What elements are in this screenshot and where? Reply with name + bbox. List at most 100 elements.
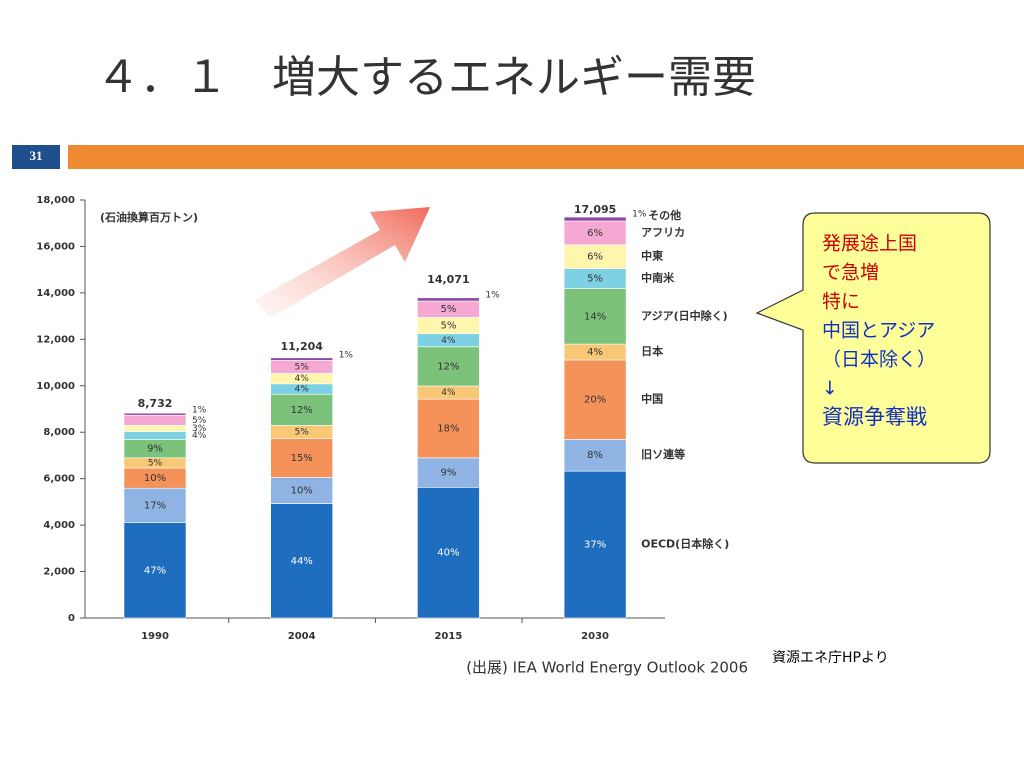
legend-label: 中東 [641,249,664,263]
total-label: 8,732 [138,397,173,410]
value-label: 5% [295,427,310,437]
y-tick-label: 8,000 [43,427,75,438]
legend-label: その他 [648,208,681,222]
value-label: 37% [584,540,606,551]
value-label: 5% [440,304,456,315]
bar-segment [417,486,480,619]
value-label: 8% [587,450,603,461]
callout-box [755,212,991,464]
value-label: 47% [144,565,166,576]
legend-label: 中国 [641,392,663,406]
value-label: 1% [339,350,354,360]
y-tick-label: 0 [68,613,75,624]
legend-label: アジア(日中除く) [641,308,728,322]
value-label: 10% [291,486,313,497]
bar-segment [123,412,187,416]
value-label: 5% [148,458,163,468]
value-label: 4% [441,336,456,346]
page-box [12,145,60,169]
credit: 資源エネ庁HPより [772,650,889,666]
bar-segment [123,414,187,426]
total-label: 14,071 [427,273,469,286]
bar-segment [417,297,480,302]
value-label: 5% [587,274,603,285]
page-number: 31 [30,148,43,163]
value-label: 18% [437,423,459,434]
bar-segment [270,393,334,426]
callout-line: 特に [822,291,860,313]
value-label: 4% [192,431,207,441]
value-label: 6% [587,252,603,263]
legend-label: 日本 [641,344,663,358]
slide-title: ４．１ 増大するエネルギー需要 [96,52,756,103]
value-label: 4% [587,347,603,358]
callout-line: 発展途上国 [822,233,917,255]
bar-segment [417,398,480,459]
total-label: 17,095 [574,203,616,216]
bar-segment [563,439,627,472]
bar-segment [123,522,187,619]
x-tick-label: 2004 [288,631,316,642]
y-tick-label: 6,000 [43,474,75,485]
x-tick-label: 2030 [581,631,609,642]
y-tick-label: 2,000 [43,567,75,578]
bar-segment [417,346,480,387]
bar-segment [563,288,627,345]
value-label: 14% [584,311,606,322]
bar-segment [270,503,334,619]
bar-segment [123,431,187,440]
legend-label: 旧ソ連等 [641,447,685,461]
total-label: 11,204 [280,340,323,353]
bar-segment [123,425,187,432]
value-label: 12% [437,361,459,372]
value-label: 4% [295,374,310,384]
header-bar [68,145,1024,169]
value-label: 40% [437,548,459,559]
x-tick-label: 1990 [141,631,169,642]
y-tick-label: 14,000 [36,288,75,299]
x-tick-label: 2015 [434,631,462,642]
y-tick-label: 12,000 [36,334,75,345]
bar-segment [123,487,187,523]
value-label: 1% [632,210,647,220]
source: (出展) IEA World Energy Outlook 2006 [466,659,748,677]
callout-line: 資源争奪戦 [822,405,927,429]
value-label: 10% [144,473,166,484]
callout-line: （日本除く） [822,349,936,371]
legend-label: アフリカ [641,226,685,239]
y-tick-label: 4,000 [43,520,75,531]
value-label: 15% [291,453,313,464]
callout-line: 中国とアジア [822,320,935,342]
value-label: 20% [584,395,606,406]
value-label: 6% [587,228,603,239]
value-label: 1% [192,406,207,416]
value-label: 44% [291,556,313,567]
bar-segment [270,438,334,478]
bar-segment [563,359,627,440]
value-label: 3% [192,424,207,434]
bar-segment [417,457,480,488]
value-label: 4% [441,388,456,398]
unit-label: (石油換算百万トン) [100,210,198,224]
bar-segment [563,216,627,222]
value-label: 9% [147,444,163,455]
value-label: 4% [295,385,310,395]
bar-segment [270,477,334,504]
y-tick-label: 18,000 [36,195,75,206]
legend-label: OECD(日本除く) [641,537,729,551]
value-label: 5% [192,416,207,426]
bar-segment [270,357,334,361]
value-label: 17% [144,500,166,511]
bar-segment [563,470,627,619]
y-tick-label: 10,000 [36,381,75,392]
value-label: 5% [440,321,456,332]
growth-arrow [255,207,430,318]
legend-label: 中南米 [641,271,675,285]
value-label: 5% [295,362,310,372]
callout-line: ↓ [822,378,838,400]
callout-line: で急増 [822,262,879,284]
value-label: 1% [485,290,500,300]
value-label: 9% [440,468,456,479]
y-tick-label: 16,000 [36,241,75,252]
